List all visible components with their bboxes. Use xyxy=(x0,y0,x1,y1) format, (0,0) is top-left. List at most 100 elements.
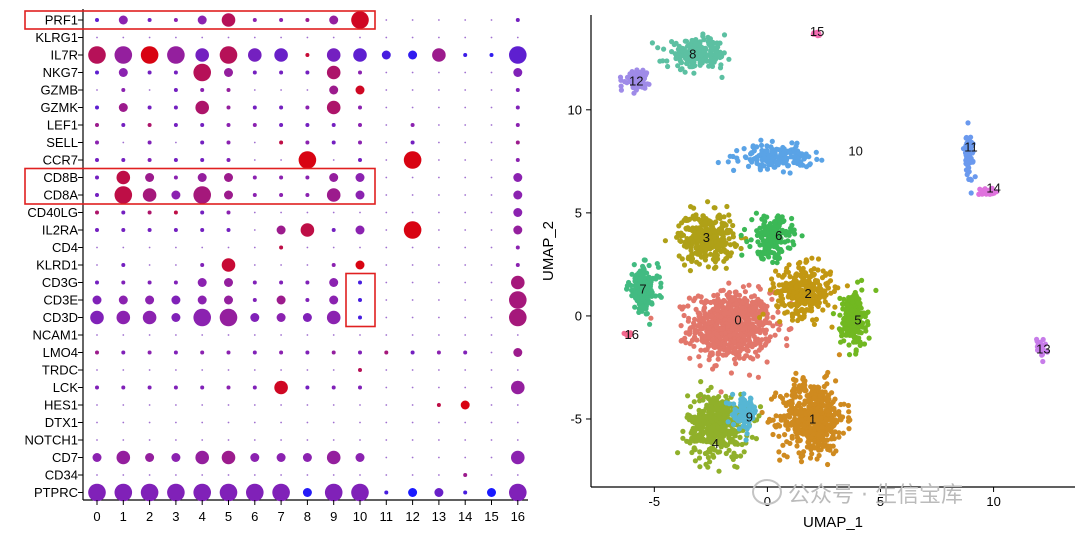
dot-notch1-c13 xyxy=(438,439,440,441)
dot-lef1-c9 xyxy=(331,123,336,127)
umap-point xyxy=(769,161,775,168)
umap-point xyxy=(699,409,705,415)
gene-label-cd40lg: CD40LG xyxy=(27,205,78,220)
umap-point xyxy=(719,326,726,332)
umap-point xyxy=(818,286,824,292)
umap-point xyxy=(840,430,847,436)
umap-point xyxy=(799,233,805,239)
dot-il7r-c16 xyxy=(509,46,527,64)
umap-point xyxy=(712,220,718,226)
gene-label-ccr7: CCR7 xyxy=(43,153,78,168)
umap-point xyxy=(704,402,710,408)
dot-klrg1-c8 xyxy=(306,36,309,39)
umap-point xyxy=(842,321,848,327)
umap-point xyxy=(689,258,695,264)
umap-point xyxy=(820,307,826,313)
dot-cd3g-c7 xyxy=(279,280,284,285)
dot-cd8b-c4 xyxy=(197,173,207,182)
dot-il7r-c1 xyxy=(114,46,133,64)
umap-point xyxy=(699,58,705,64)
umap-point xyxy=(743,418,749,424)
umap-point xyxy=(633,82,639,88)
umap-point xyxy=(693,438,700,444)
dot-prf1-c6 xyxy=(252,18,257,22)
umap-point xyxy=(725,310,732,316)
umap-point xyxy=(662,238,669,244)
dot-dtx1-c2 xyxy=(148,421,151,424)
cluster-tick-label-1: 1 xyxy=(120,509,127,524)
umap-point xyxy=(754,154,760,160)
umap-point xyxy=(795,419,802,425)
umap-point xyxy=(808,446,814,453)
dot-lef1-c13 xyxy=(438,124,440,126)
umap-point xyxy=(732,296,738,302)
dot-dtx1-c5 xyxy=(227,421,230,424)
dot-ccr7-c1 xyxy=(121,158,126,162)
umap-point xyxy=(790,239,796,245)
dot-cd34-c8 xyxy=(306,474,309,476)
dot-dtx1-c12 xyxy=(411,421,414,424)
dot-il2ra-c14 xyxy=(464,229,467,231)
dot-cd34-c5 xyxy=(227,474,230,476)
umap-point xyxy=(761,155,767,161)
umap-point xyxy=(772,332,778,338)
dot-cd3e-c1 xyxy=(118,295,128,305)
umap-point xyxy=(649,40,656,46)
umap-point xyxy=(764,147,770,154)
umap-point xyxy=(726,56,732,62)
umap-point xyxy=(675,450,681,456)
umap-point xyxy=(764,166,771,172)
umap-point xyxy=(758,142,765,148)
dot-lck-c2 xyxy=(147,385,152,390)
dot-cd34-c6 xyxy=(253,474,256,476)
dot-sell-c12 xyxy=(410,140,415,145)
umap-point xyxy=(744,426,750,432)
dot-cd3g-c9 xyxy=(329,278,339,287)
umap-point xyxy=(697,363,703,369)
dot-dtx1-c16 xyxy=(516,421,519,424)
dot-ccr7-c8 xyxy=(298,151,317,169)
umap-point xyxy=(795,156,801,162)
dot-il2ra-c6 xyxy=(253,229,256,231)
dot-trdc-c9 xyxy=(332,369,335,371)
umap-point xyxy=(795,261,802,267)
umap-point xyxy=(838,339,844,345)
umap-point xyxy=(844,302,851,308)
umap-point xyxy=(687,42,693,48)
umap-cluster-1 xyxy=(759,352,853,468)
umap-point xyxy=(721,32,728,38)
umap-point xyxy=(683,340,689,346)
umap-point xyxy=(794,293,801,299)
dot-trdc-c8 xyxy=(306,369,309,371)
umap-point xyxy=(825,461,831,468)
umap-point xyxy=(632,293,638,299)
umap-point xyxy=(766,320,773,326)
dot-cd8a-c7 xyxy=(279,193,284,197)
dot-notch1-c12 xyxy=(411,439,414,441)
dot-ccr7-c6 xyxy=(253,159,256,161)
umap-point xyxy=(780,442,786,448)
umap-point xyxy=(698,347,704,353)
umap-point xyxy=(775,213,781,219)
dot-klrd1-c13 xyxy=(438,264,440,266)
dot-cd3g-c14 xyxy=(464,281,467,284)
umap-point xyxy=(789,435,795,441)
umap-point xyxy=(866,335,872,341)
dot-klrd1-c16 xyxy=(515,263,520,267)
dot-klrd1-c8 xyxy=(306,264,309,266)
umap-cluster-10 xyxy=(715,137,825,176)
umap-point xyxy=(721,311,727,317)
umap-point xyxy=(846,352,853,358)
dot-ncam1-c2 xyxy=(148,334,151,336)
umap-point xyxy=(745,348,751,354)
umap-point xyxy=(685,225,691,231)
umap-point xyxy=(641,265,647,271)
umap-point xyxy=(769,138,775,144)
dot-trdc-c10 xyxy=(358,368,362,372)
dot-cd7-c3 xyxy=(171,453,181,462)
umap-point xyxy=(794,289,800,295)
umap-point xyxy=(703,229,710,235)
dot-il7r-c2 xyxy=(140,46,159,64)
dot-cd7-c5 xyxy=(221,450,236,465)
umap-point xyxy=(847,315,853,321)
